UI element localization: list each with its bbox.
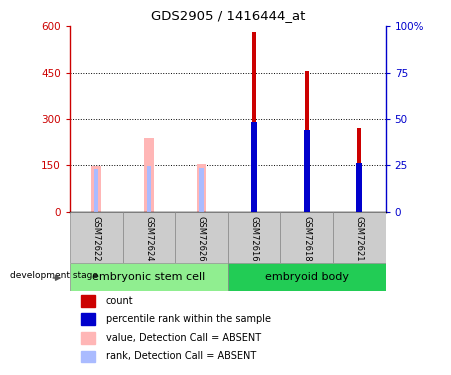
Text: embryoid body: embryoid body — [265, 272, 349, 282]
Text: percentile rank within the sample: percentile rank within the sample — [106, 314, 271, 324]
Bar — [199, 168, 203, 212]
Text: GSM72624: GSM72624 — [144, 216, 153, 261]
Text: GSM72616: GSM72616 — [249, 216, 258, 261]
Bar — [147, 166, 151, 212]
Text: development stage: development stage — [10, 271, 98, 280]
Bar — [144, 138, 153, 212]
Bar — [123, 212, 175, 262]
Bar — [70, 212, 123, 262]
Bar — [333, 212, 386, 262]
Text: GSM72621: GSM72621 — [355, 216, 364, 261]
Bar — [304, 130, 310, 212]
Text: embryonic stem cell: embryonic stem cell — [92, 272, 206, 282]
Text: GSM72618: GSM72618 — [302, 216, 311, 261]
Bar — [175, 212, 228, 262]
Bar — [357, 128, 361, 212]
Text: count: count — [106, 296, 133, 306]
Bar — [304, 71, 309, 212]
Bar — [94, 169, 98, 212]
Bar — [252, 33, 256, 212]
Text: GSM72622: GSM72622 — [92, 216, 101, 261]
Bar — [356, 163, 363, 212]
Bar — [228, 212, 281, 262]
Bar — [81, 332, 95, 344]
Bar — [281, 212, 333, 262]
Bar — [197, 164, 206, 212]
Bar — [70, 262, 228, 291]
Bar — [81, 351, 95, 362]
Text: value, Detection Call = ABSENT: value, Detection Call = ABSENT — [106, 333, 261, 343]
Bar — [81, 314, 95, 325]
Text: rank, Detection Call = ABSENT: rank, Detection Call = ABSENT — [106, 351, 256, 361]
Bar — [92, 166, 101, 212]
Text: GSM72626: GSM72626 — [197, 216, 206, 261]
Bar — [228, 262, 386, 291]
Bar — [81, 295, 95, 307]
Bar — [251, 122, 257, 212]
Title: GDS2905 / 1416444_at: GDS2905 / 1416444_at — [151, 9, 305, 22]
